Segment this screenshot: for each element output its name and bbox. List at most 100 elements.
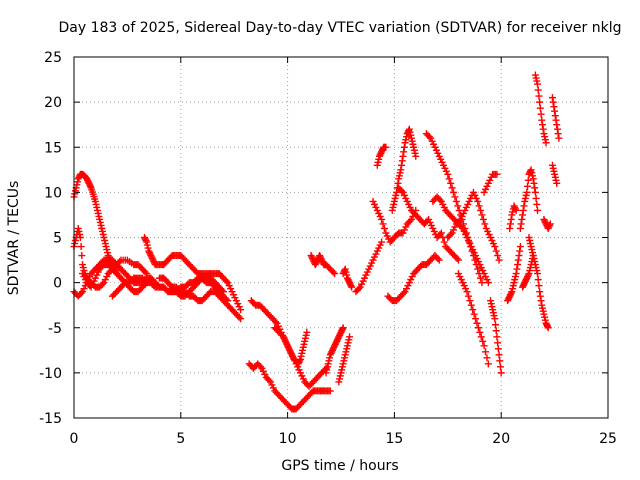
data-point	[326, 387, 334, 395]
data-point	[495, 256, 503, 264]
data-point	[538, 116, 546, 124]
data-point	[511, 205, 519, 213]
series-track-s	[373, 143, 390, 169]
data-point	[355, 285, 363, 293]
y-tick-label: 15	[44, 140, 62, 156]
data-point	[536, 292, 544, 300]
y-tick-label: 10	[44, 185, 62, 201]
data-point	[463, 288, 471, 296]
data-point	[494, 339, 502, 347]
data-point	[347, 282, 355, 290]
series-track-i	[247, 297, 311, 368]
data-point	[348, 283, 356, 291]
data-point	[77, 289, 85, 297]
series-track-u	[395, 184, 462, 264]
data-point	[546, 220, 554, 228]
data-point	[537, 110, 545, 118]
data-point	[513, 265, 521, 273]
data-point	[536, 98, 544, 106]
data-point	[434, 255, 442, 263]
data-point	[534, 270, 542, 278]
data-point	[452, 197, 460, 205]
x-tick-label: 20	[492, 431, 510, 447]
data-point	[455, 217, 463, 225]
data-point	[78, 252, 86, 260]
data-point	[483, 354, 491, 362]
data-point	[400, 289, 408, 297]
data-point	[479, 337, 487, 345]
x-tick-label: 15	[385, 431, 403, 447]
data-point	[398, 187, 406, 195]
series-track-k	[271, 324, 330, 390]
series-track-r	[388, 125, 420, 214]
data-point	[543, 322, 551, 330]
series-track-ag	[540, 215, 554, 232]
data-point	[329, 268, 337, 276]
data-point	[506, 224, 514, 232]
series-track-aa	[487, 297, 505, 377]
data-point	[237, 315, 245, 323]
data-point	[512, 270, 520, 278]
data-point	[553, 121, 561, 129]
data-point	[526, 167, 534, 175]
data-point	[536, 288, 544, 296]
series-track-aj	[519, 252, 537, 291]
x-tick-label: 25	[599, 431, 617, 447]
data-point	[534, 80, 542, 88]
data-point	[436, 196, 444, 204]
y-tick-label: -5	[48, 321, 62, 337]
data-point	[445, 175, 453, 183]
data-point	[494, 345, 502, 353]
data-point	[472, 315, 480, 323]
data-point	[378, 238, 386, 246]
series-track-t	[384, 252, 443, 305]
data-point	[382, 143, 390, 151]
data-point	[535, 282, 543, 290]
data-point	[474, 197, 482, 205]
data-point	[534, 86, 542, 94]
data-point	[394, 179, 402, 187]
data-point	[507, 289, 515, 297]
data-point	[552, 116, 560, 124]
data-point	[524, 182, 532, 190]
data-point	[393, 188, 401, 196]
data-point	[141, 268, 149, 276]
data-point	[493, 333, 501, 341]
data-point	[496, 363, 504, 371]
data-point	[449, 188, 457, 196]
series-track-ab	[504, 243, 524, 305]
data-point	[551, 107, 559, 115]
data-point	[477, 333, 485, 341]
data-point	[473, 319, 481, 327]
data-point	[303, 328, 311, 336]
data-point	[475, 202, 483, 210]
data-point	[532, 194, 540, 202]
data-point	[539, 125, 547, 133]
data-point	[464, 292, 472, 300]
data-point	[529, 252, 537, 260]
data-point	[400, 148, 408, 156]
series-track-o	[339, 265, 356, 291]
data-point	[338, 325, 346, 333]
series-track-n	[307, 252, 339, 278]
data-point	[484, 360, 492, 368]
data-point	[550, 103, 558, 111]
series-track-z	[480, 170, 501, 196]
series-track-h	[155, 274, 245, 323]
data-point	[467, 301, 475, 309]
data-point	[457, 223, 465, 231]
data-point	[482, 348, 490, 356]
data-point	[480, 342, 488, 350]
data-point	[553, 179, 561, 187]
data-point	[484, 279, 492, 287]
series-track-p	[352, 238, 386, 296]
y-tick-label: 0	[53, 276, 62, 292]
data-point	[479, 215, 487, 223]
data-point	[533, 200, 541, 208]
data-point	[531, 188, 539, 196]
data-point	[555, 134, 563, 142]
data-point	[537, 297, 545, 305]
x-tick-label: 5	[176, 431, 185, 447]
data-point	[405, 127, 413, 135]
